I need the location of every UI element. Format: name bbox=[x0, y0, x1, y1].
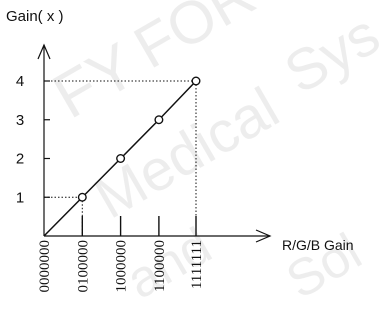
y-tick-label: 4 bbox=[16, 73, 24, 90]
x-ticks: 0000000 0100000 1000000 1100000 1111111 bbox=[37, 216, 205, 293]
y-tick-label: 3 bbox=[16, 112, 24, 129]
data-point bbox=[116, 153, 126, 163]
x-axis-label: R/G/B Gain bbox=[282, 237, 354, 253]
x-tick-label: 0100000 bbox=[75, 240, 91, 293]
watermark-text: Sys bbox=[274, 2, 389, 107]
watermark-text: Sol bbox=[277, 223, 371, 311]
y-axis-arrow bbox=[37, 43, 51, 60]
x-tick-label: 1000000 bbox=[114, 240, 130, 293]
data-point bbox=[154, 115, 164, 125]
y-tick-label: 2 bbox=[16, 151, 24, 168]
x-tick-label: 1111111 bbox=[189, 240, 205, 289]
watermark-text: FOR bbox=[123, 0, 266, 81]
watermark-text: and bbox=[117, 217, 221, 311]
y-tick-label: 1 bbox=[16, 189, 24, 206]
y-ticks: 1 2 3 4 bbox=[16, 73, 50, 206]
data-point bbox=[77, 192, 87, 202]
x-axis-arrow bbox=[255, 229, 272, 243]
markers bbox=[77, 76, 201, 202]
data-point bbox=[191, 76, 201, 86]
y-axis-label: Gain( x ) bbox=[6, 8, 64, 25]
x-tick-label: 0000000 bbox=[37, 240, 53, 293]
x-tick-label: 1100000 bbox=[152, 240, 168, 292]
